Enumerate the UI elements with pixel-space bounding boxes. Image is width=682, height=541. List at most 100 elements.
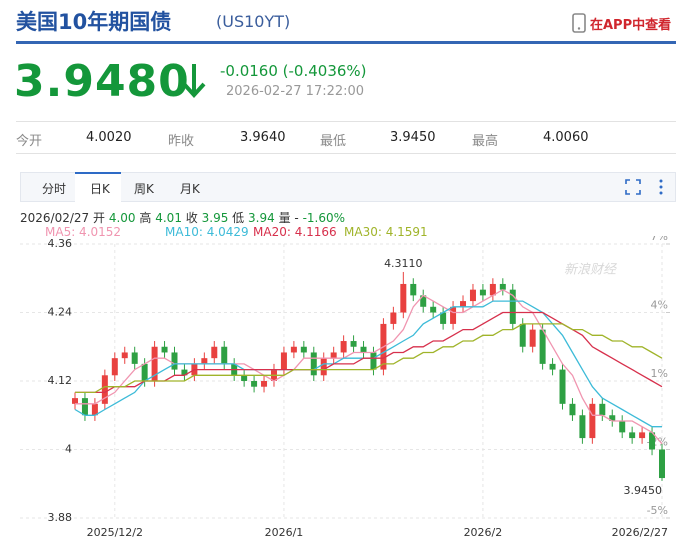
title: 美国10年期国债	[16, 10, 172, 34]
info-value: 4.00	[108, 211, 136, 225]
candle-body	[261, 381, 268, 387]
y2-tick-label: -5%	[647, 504, 668, 517]
divider	[16, 121, 676, 122]
phone-icon[interactable]	[572, 13, 586, 33]
stat-value: 4.0060	[543, 130, 589, 145]
info-label: 量	[278, 211, 291, 225]
legend-entry: MA10: 4.0429	[165, 225, 249, 239]
info-value: 3.95	[201, 211, 229, 225]
y-tick-label: 4.24	[48, 306, 73, 319]
candle-body	[659, 449, 665, 479]
candle-body	[420, 295, 427, 307]
candle-body	[251, 381, 258, 387]
kline-chart: 新浪财经4.364.244.1243.887%4%1%-2%-5%2025/12…	[20, 236, 670, 539]
ma-line	[75, 323, 663, 394]
info-date: 2026/02/27	[20, 211, 90, 225]
y2-tick-label: 4%	[651, 299, 668, 312]
info-label: 高	[139, 211, 152, 225]
info-value: 3.94	[248, 211, 275, 225]
candle-body	[131, 352, 138, 364]
info-value: 4.01	[155, 211, 182, 225]
extreme-label: 4.3110	[384, 257, 423, 270]
stat-value: 3.9640	[240, 130, 286, 145]
candle-body	[280, 352, 287, 370]
tab[interactable]: 日K	[90, 182, 110, 196]
y-tick-label: 4.36	[48, 237, 73, 250]
x-tick-label: 2026/2/27	[612, 526, 668, 539]
candle-body	[499, 283, 506, 290]
chart-tools[interactable]	[624, 178, 670, 196]
candle-body	[111, 358, 118, 376]
down-arrow	[182, 64, 206, 98]
candle-body	[539, 329, 546, 364]
active-tab	[75, 172, 121, 202]
info-label: 开	[93, 211, 106, 225]
tab[interactable]: 分时	[42, 182, 67, 196]
candle-body	[489, 283, 496, 296]
candle-body	[320, 358, 327, 376]
candle-body	[469, 289, 476, 302]
candle-body	[479, 289, 486, 296]
candle-body	[91, 403, 98, 416]
tab-bar	[20, 172, 676, 202]
info-value: -	[294, 211, 299, 225]
candle-body	[569, 403, 576, 416]
candle-body	[639, 432, 646, 439]
candle-body	[529, 329, 536, 347]
y-tick-label: 4.12	[48, 374, 73, 387]
candle-body	[221, 346, 228, 364]
candle-body	[330, 352, 337, 359]
tab[interactable]: 周K	[134, 182, 154, 196]
stat-value: 3.9450	[390, 130, 436, 145]
candle-body	[181, 369, 188, 376]
candle-body	[619, 420, 626, 433]
ma-line	[75, 288, 663, 445]
candle-body	[290, 346, 297, 353]
candle-body	[201, 358, 208, 364]
candle-body	[579, 415, 586, 439]
watermark: 新浪财经	[564, 262, 618, 278]
candle-body	[549, 363, 556, 370]
candle-body	[460, 301, 467, 307]
symbol: (US10YT)	[216, 12, 291, 31]
candle-body	[589, 403, 596, 439]
candle-body	[440, 312, 447, 324]
stat-label: 最高	[472, 134, 499, 149]
candle-body	[390, 312, 397, 324]
info-label: 收	[185, 211, 198, 225]
candle-body	[211, 346, 218, 359]
legend-entry: MA20: 4.1166	[253, 225, 337, 239]
candle-body	[629, 432, 636, 439]
candle-body	[171, 352, 178, 370]
divider	[16, 153, 676, 154]
stat-label: 最低	[320, 134, 347, 149]
candle-body	[241, 375, 248, 381]
candle-body	[599, 403, 606, 416]
change: -0.0160 (-0.4036%)	[220, 62, 367, 80]
candle-body	[151, 346, 158, 381]
x-tick-label: 2026/1	[265, 526, 304, 539]
candle-body	[519, 323, 526, 347]
candle-body	[430, 306, 437, 313]
candle-body	[350, 341, 357, 347]
info-label: 低	[232, 211, 245, 225]
tab[interactable]: 月K	[180, 182, 200, 196]
candle-body	[609, 415, 616, 421]
candle-body	[400, 283, 407, 313]
candle-body	[370, 352, 377, 370]
candle-body	[450, 306, 457, 324]
y2-tick-label: 1%	[651, 367, 668, 380]
candle-body	[72, 398, 78, 404]
candle-body	[310, 352, 317, 376]
app-link[interactable]: 在APP中查看	[590, 18, 672, 33]
candle-body	[101, 375, 108, 404]
candle-body	[340, 341, 347, 353]
y2-tick-label: 7%	[651, 236, 668, 243]
header-rule	[16, 41, 676, 44]
y-tick-label: 4	[65, 443, 72, 456]
candle-body	[121, 352, 128, 359]
candle-body	[81, 398, 88, 416]
x-tick-label: 2026/2	[464, 526, 503, 539]
stat-label: 昨收	[168, 134, 195, 149]
